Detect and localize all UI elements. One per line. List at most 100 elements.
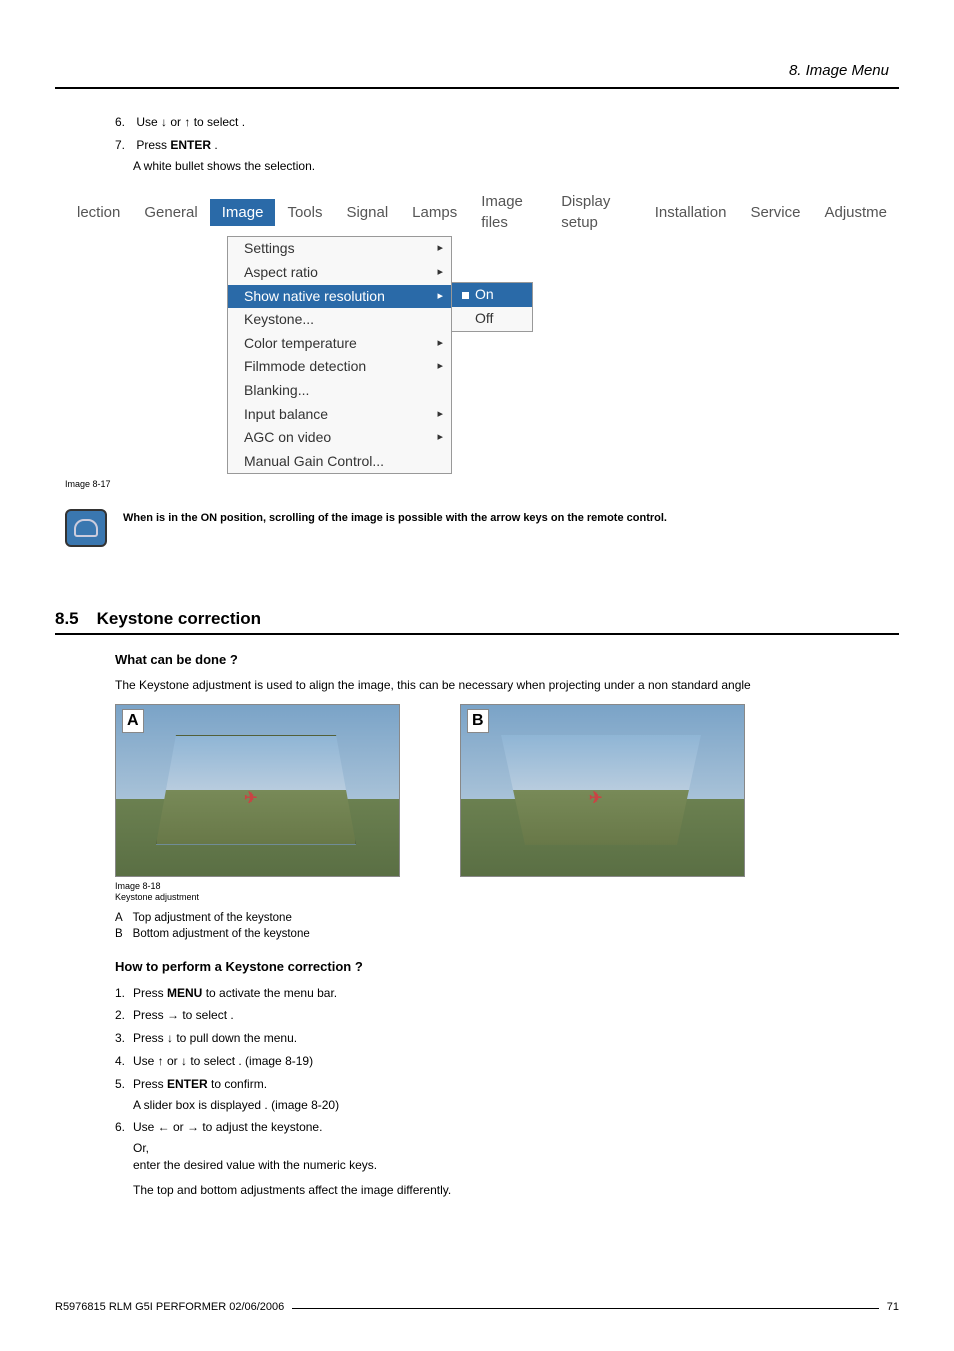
menubar-item[interactable]: Lamps — [400, 199, 469, 226]
legend-key: B — [115, 926, 123, 942]
step-sub: A slider box is displayed . (image 8-20) — [133, 1097, 899, 1114]
hand-icon — [74, 519, 98, 537]
legend-row: B Bottom adjustment of the keystone — [115, 926, 899, 942]
dropdown-item[interactable]: Input balance▸ — [228, 403, 451, 427]
menubar-item[interactable]: Image files — [469, 188, 549, 236]
legend-val: Bottom adjustment of the keystone — [133, 926, 310, 942]
step-6b: 6.Use ← or → to adjust the keystone. Or,… — [115, 1119, 899, 1198]
step-pre: Press ↓ to pull down the — [133, 1031, 260, 1045]
native-res-flyout: On Off — [451, 282, 533, 331]
section-heading: 8.5 Keystone correction — [55, 607, 899, 631]
step-num: 7. — [115, 137, 133, 154]
arrow-icon: ▸ — [437, 430, 443, 445]
menubar-item-selected[interactable]: Image — [210, 199, 276, 226]
menubar: lection General Image Tools Signal Lamps… — [65, 188, 899, 236]
step-pre: Press — [133, 1077, 167, 1091]
legend-key: A — [115, 910, 123, 926]
step-4: 4.Use ↑ or ↓ to select . (image 8-19) — [115, 1053, 899, 1070]
step-post: menu. — [260, 1031, 297, 1045]
step-pre: Use ← or → to adjust the keystone. — [133, 1120, 322, 1134]
footer: R5976815 RLM G5I PERFORMER 02/06/2006 71 — [55, 1300, 899, 1315]
menubar-item[interactable]: Tools — [275, 199, 334, 226]
arrow-icon: ▸ — [437, 289, 443, 304]
step-1: 1.Press MENU to activate the menu bar. — [115, 985, 899, 1002]
plane-icon: ✈ — [244, 788, 257, 810]
menubar-item[interactable]: Signal — [334, 199, 400, 226]
step-pre: Press — [133, 986, 167, 1000]
plane-icon: ✈ — [589, 788, 602, 810]
step-pre: Press → to select — [133, 1008, 227, 1022]
menubar-item[interactable]: Display setup — [549, 188, 643, 236]
flyout-item-selected[interactable]: On — [452, 283, 532, 307]
arrow-icon: ▸ — [437, 407, 443, 422]
step-num: 6. — [115, 114, 133, 131]
arrow-icon: ▸ — [437, 336, 443, 351]
dropdown-label: Blanking... — [244, 381, 309, 401]
flyout-item[interactable]: Off — [452, 307, 532, 331]
caption-line: Keystone adjustment — [115, 892, 899, 903]
menubar-item[interactable]: Installation — [643, 199, 739, 226]
dropdown-item[interactable]: Aspect ratio ▸ — [228, 261, 451, 285]
dropdown-item[interactable]: Keystone... — [228, 308, 451, 332]
legend-row: A Top adjustment of the keystone — [115, 910, 899, 926]
menubar-item[interactable]: lection — [65, 199, 132, 226]
dropdown-item[interactable]: Manual Gain Control... — [228, 450, 451, 474]
step-num: 4. — [115, 1053, 133, 1070]
subheading-how: How to perform a Keystone correction ? — [115, 958, 899, 976]
image-caption-1: Image 8-17 — [55, 478, 899, 491]
note-box: When is in the ON position, scrolling of… — [55, 509, 899, 547]
step-num: 1. — [115, 985, 133, 1002]
note-icon — [65, 509, 107, 547]
step-num: 2. — [115, 1007, 133, 1024]
step-text: Use ↓ or ↑ to select — [136, 115, 238, 129]
image-dropdown: Settings ▸ Aspect ratio ▸ Show native reso… — [227, 236, 452, 474]
menubar-item[interactable]: Service — [738, 199, 812, 226]
dropdown-item[interactable]: Blanking... — [228, 379, 451, 403]
footer-left: R5976815 RLM G5I PERFORMER 02/06/2006 — [55, 1300, 284, 1315]
footer-page: 71 — [887, 1300, 899, 1315]
section-number: 8.5 — [55, 607, 79, 631]
section-title: Keystone correction — [97, 607, 261, 631]
step-bold: ENTER — [167, 1077, 208, 1091]
step-5: 5.Press ENTER to confirm. A slider box i… — [115, 1076, 899, 1114]
dropdown-item[interactable]: Settings ▸ — [228, 237, 451, 261]
dropdown-item-selected[interactable]: Show native resolution▸ — [228, 285, 451, 309]
arrow-icon: ▸ — [437, 265, 443, 280]
dropdown-label: Manual Gain Control... — [244, 452, 384, 472]
dropdown-label: Keystone... — [244, 310, 314, 330]
dropdown-label: AGC on video — [244, 428, 331, 448]
dropdown-item[interactable]: AGC on video ▸ — [228, 426, 451, 450]
dropdown-label: Aspect ratio — [244, 263, 318, 283]
steps-top: 6. Use ↓ or ↑ to select . 7. Press ENTER… — [115, 114, 899, 174]
step-num: 3. — [115, 1030, 133, 1047]
keystone-image-a: ✈ A — [115, 704, 400, 877]
step-text-b: . — [242, 115, 245, 129]
trapezoid-b: ✈ — [501, 735, 701, 845]
dropdown-item[interactable]: Filmmode detection ▸ — [228, 355, 451, 379]
body-text: The Keystone adjustment is used to align… — [115, 677, 899, 694]
step-num: 5. — [115, 1076, 133, 1093]
corner-label-b: B — [467, 709, 489, 733]
arrow-icon: ▸ — [437, 241, 443, 256]
dropdown-label: Settings — [244, 239, 295, 259]
step-7: 7. Press ENTER . A white bullet shows th… — [115, 137, 899, 175]
step-pre: Use ↑ or ↓ to select — [133, 1054, 235, 1068]
arrow-icon: ▸ — [437, 359, 443, 374]
step-3: 3.Press ↓ to pull down the menu. — [115, 1030, 899, 1047]
menubar-item[interactable]: General — [132, 199, 209, 226]
dropdown-item[interactable]: Color temperature▸ — [228, 332, 451, 356]
footer-line — [292, 1308, 878, 1309]
step-post: . (image 8-19) — [235, 1054, 313, 1068]
step-post: to confirm. — [208, 1077, 267, 1091]
menubar-item[interactable]: Adjustme — [812, 199, 899, 226]
subheading-what: What can be done ? — [115, 651, 899, 669]
note-text: When is in the ON position, scrolling of… — [123, 509, 667, 526]
flyout-label: Off — [475, 309, 493, 329]
flyout-label: On — [475, 285, 494, 305]
dropdown-label: Filmmode detection — [244, 357, 366, 377]
step-num: 6. — [115, 1119, 133, 1136]
legend-val: Top adjustment of the keystone — [133, 910, 292, 926]
section-rule — [55, 633, 899, 635]
menu-screenshot: lection General Image Tools Signal Lamps… — [55, 188, 899, 474]
step-6: 6. Use ↓ or ↑ to select . — [115, 114, 899, 131]
